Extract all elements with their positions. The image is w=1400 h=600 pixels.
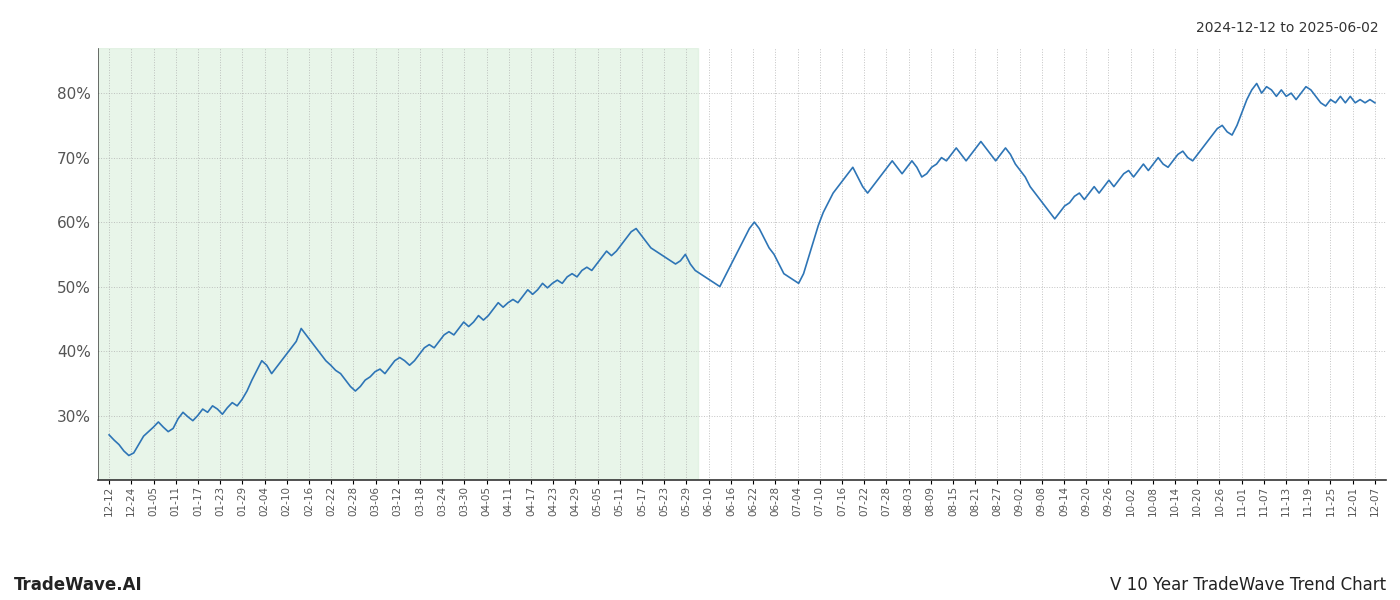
Text: V 10 Year TradeWave Trend Chart: V 10 Year TradeWave Trend Chart — [1110, 576, 1386, 594]
Bar — [98, 48, 697, 480]
Text: 2024-12-12 to 2025-06-02: 2024-12-12 to 2025-06-02 — [1197, 21, 1379, 35]
Text: TradeWave.AI: TradeWave.AI — [14, 576, 143, 594]
